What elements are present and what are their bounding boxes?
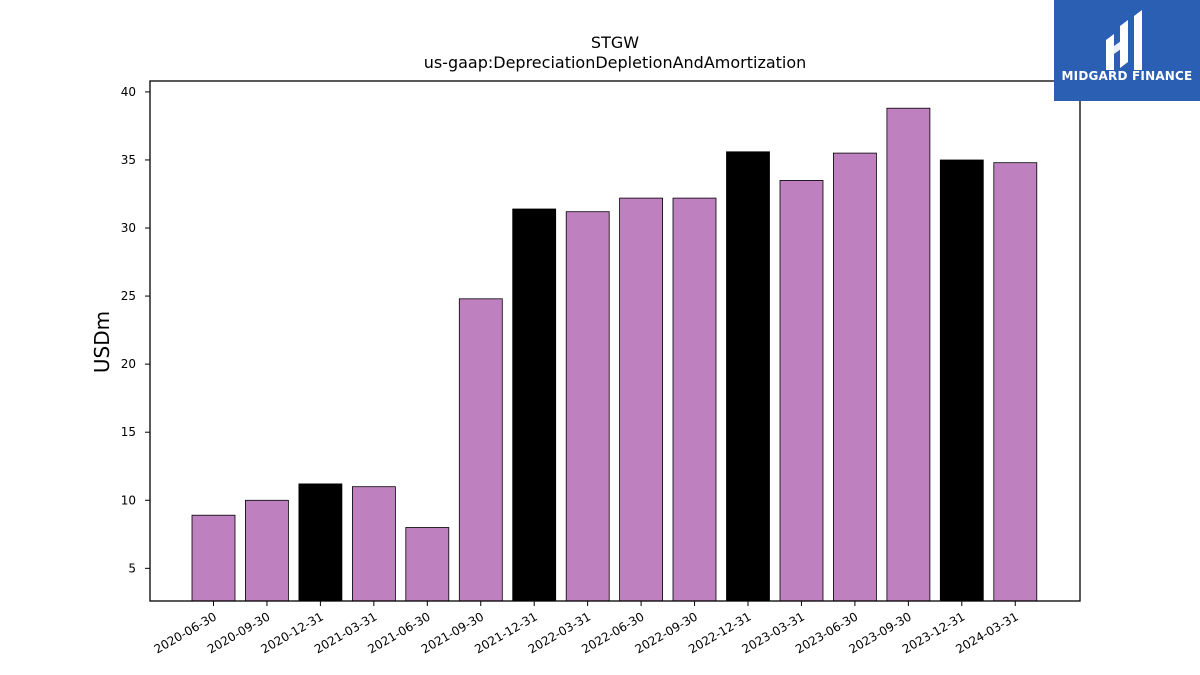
y-tick-label: 10 (121, 493, 136, 507)
bar-2020-09-30 (244, 499, 289, 602)
bar-2022-03-31 (565, 211, 610, 602)
y-tick-label: 40 (121, 85, 136, 99)
y-tick-label: 30 (121, 221, 136, 235)
y-axis-label: USDm (90, 310, 114, 374)
bar-2024-03-31 (993, 162, 1038, 602)
bar-2021-12-31 (512, 208, 557, 602)
bar-2021-09-30 (458, 298, 503, 602)
y-tick-label: 20 (121, 357, 136, 371)
bar-2021-06-30 (405, 527, 450, 602)
bars-group (191, 107, 1038, 602)
bar-2023-06-30 (833, 152, 877, 602)
bar-2020-12-31 (298, 483, 343, 602)
y-tick-label: 25 (121, 289, 136, 303)
bar-2022-06-30 (619, 197, 663, 602)
y-tick-label: 5 (128, 561, 136, 575)
midgard-finance-logo: MIDGARD FINANCE (1054, 0, 1200, 101)
bar-2023-12-31 (939, 159, 984, 602)
bar-2020-06-30 (191, 514, 236, 602)
plot-frame (149, 80, 1081, 602)
logo-mark-icon (1106, 10, 1142, 70)
y-tick-label: 15 (121, 425, 136, 439)
y-axis-ticks: 5 10 15 20 25 30 35 40 (121, 85, 150, 575)
y-tick-label: 35 (121, 153, 136, 167)
logo-text: MIDGARD FINANCE (1061, 69, 1193, 83)
bar-2022-12-31 (726, 151, 770, 602)
bar-2023-03-31 (779, 179, 824, 602)
x-axis-ticks: 2020-06-302020-09-302020-12-312021-03-31… (152, 601, 1021, 656)
bar-2022-09-30 (672, 197, 717, 602)
chart-subtitle: us-gaap:DepreciationDepletionAndAmortiza… (423, 53, 807, 72)
bar-2023-09-30 (886, 107, 931, 602)
bar-2021-03-31 (351, 486, 396, 602)
chart-title: STGW (590, 33, 640, 52)
